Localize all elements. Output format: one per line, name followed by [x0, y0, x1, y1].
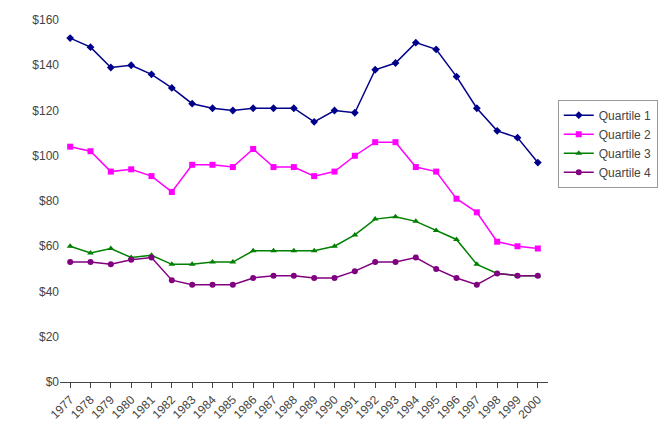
svg-text:1982: 1982 — [149, 393, 178, 422]
svg-text:1995: 1995 — [414, 393, 443, 422]
svg-text:$140: $140 — [32, 58, 59, 72]
svg-text:1988: 1988 — [271, 393, 300, 422]
svg-text:$20: $20 — [39, 330, 59, 344]
svg-text:1980: 1980 — [109, 393, 138, 422]
svg-text:1984: 1984 — [190, 393, 219, 422]
svg-text:$160: $160 — [32, 13, 59, 27]
svg-text:1986: 1986 — [231, 393, 260, 422]
svg-text:1977: 1977 — [48, 393, 77, 422]
svg-text:2000: 2000 — [515, 393, 544, 422]
svg-text:$60: $60 — [39, 239, 59, 253]
svg-text:1993: 1993 — [373, 393, 402, 422]
svg-text:1997: 1997 — [454, 393, 483, 422]
svg-text:1985: 1985 — [210, 393, 239, 422]
svg-text:1983: 1983 — [170, 393, 199, 422]
svg-text:1999: 1999 — [495, 393, 524, 422]
svg-text:1991: 1991 — [332, 393, 361, 422]
svg-text:1994: 1994 — [393, 393, 422, 422]
svg-text:Quartile 4: Quartile 4 — [599, 166, 651, 180]
svg-text:1989: 1989 — [292, 393, 321, 422]
svg-text:1990: 1990 — [312, 393, 341, 422]
svg-text:Quartile 2: Quartile 2 — [599, 128, 651, 142]
svg-text:1979: 1979 — [88, 393, 117, 422]
svg-text:1981: 1981 — [129, 393, 158, 422]
svg-text:1978: 1978 — [68, 393, 97, 422]
svg-text:$80: $80 — [39, 194, 59, 208]
svg-text:Quartile 1: Quartile 1 — [599, 109, 651, 123]
svg-text:$100: $100 — [32, 149, 59, 163]
svg-text:$120: $120 — [32, 104, 59, 118]
svg-text:Quartile 3: Quartile 3 — [599, 147, 651, 161]
svg-text:$40: $40 — [39, 285, 59, 299]
svg-text:1992: 1992 — [353, 393, 382, 422]
svg-text:1998: 1998 — [475, 393, 504, 422]
svg-text:1996: 1996 — [434, 393, 463, 422]
svg-text:1987: 1987 — [251, 393, 280, 422]
svg-text:$0: $0 — [46, 375, 60, 389]
